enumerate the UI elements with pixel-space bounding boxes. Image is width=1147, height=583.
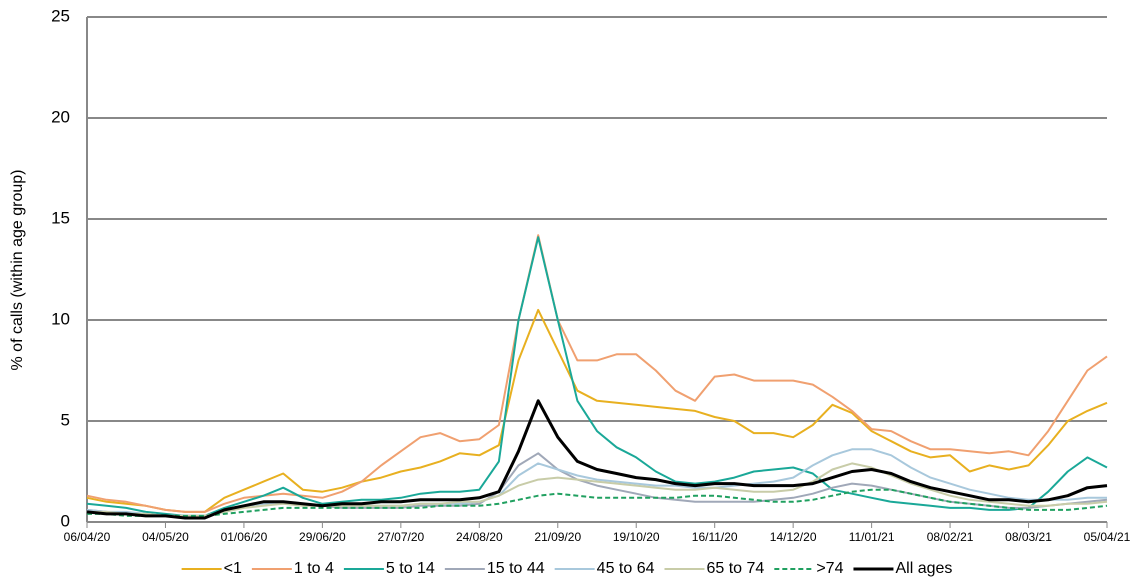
x-tick-label: 01/06/20: [221, 530, 268, 544]
x-tick-label: 21/09/20: [534, 530, 581, 544]
legend-label: All ages: [895, 560, 952, 577]
y-tick-label: 25: [51, 6, 70, 25]
x-tick-label: 29/06/20: [299, 530, 346, 544]
series-line: [87, 488, 1108, 517]
y-tick-label: 0: [61, 511, 70, 530]
x-tick-label: 16/11/20: [692, 530, 738, 544]
x-tick-label: 08/02/21: [927, 530, 974, 544]
legend-label: 15 to 44: [487, 560, 545, 577]
series-line: [86, 234, 1108, 513]
x-tick-label: 27/07/20: [377, 530, 424, 544]
y-tick-label: 5: [61, 410, 70, 429]
x-tick-label: 24/08/20: [456, 530, 503, 544]
legend-label: 65 to 74: [706, 560, 764, 577]
x-tick-label: 04/05/20: [142, 530, 189, 544]
legend: <1 1 to 4 5 to 14 15 to 44 45 to 64 65 to 74 >…: [181, 560, 952, 577]
x-tick-label: 19/10/20: [613, 530, 660, 544]
x-tick-label: 08/03/21: [1005, 530, 1052, 544]
legend-label: >74: [816, 560, 843, 577]
series-line: [86, 308, 1108, 513]
x-tick-label: 05/04/21: [1084, 530, 1131, 544]
legend-label: <1: [224, 560, 242, 577]
legend-label: 45 to 64: [597, 560, 655, 577]
series-line: [86, 236, 1108, 517]
series-line: [87, 462, 1108, 517]
series-line: [86, 399, 1108, 520]
x-tick-label: 06/04/20: [64, 530, 111, 544]
x-tick-label: 11/01/21: [849, 530, 895, 544]
x-tick-label: 14/12/20: [770, 530, 817, 544]
legend-label: 5 to 14: [386, 560, 435, 577]
y-tick-label: 10: [51, 309, 70, 328]
y-tick-label: 20: [51, 107, 70, 126]
legend-label: 1 to 4: [294, 560, 334, 577]
y-tick-label: 15: [51, 208, 70, 227]
y-axis-label: % of calls (within age group): [9, 170, 26, 371]
